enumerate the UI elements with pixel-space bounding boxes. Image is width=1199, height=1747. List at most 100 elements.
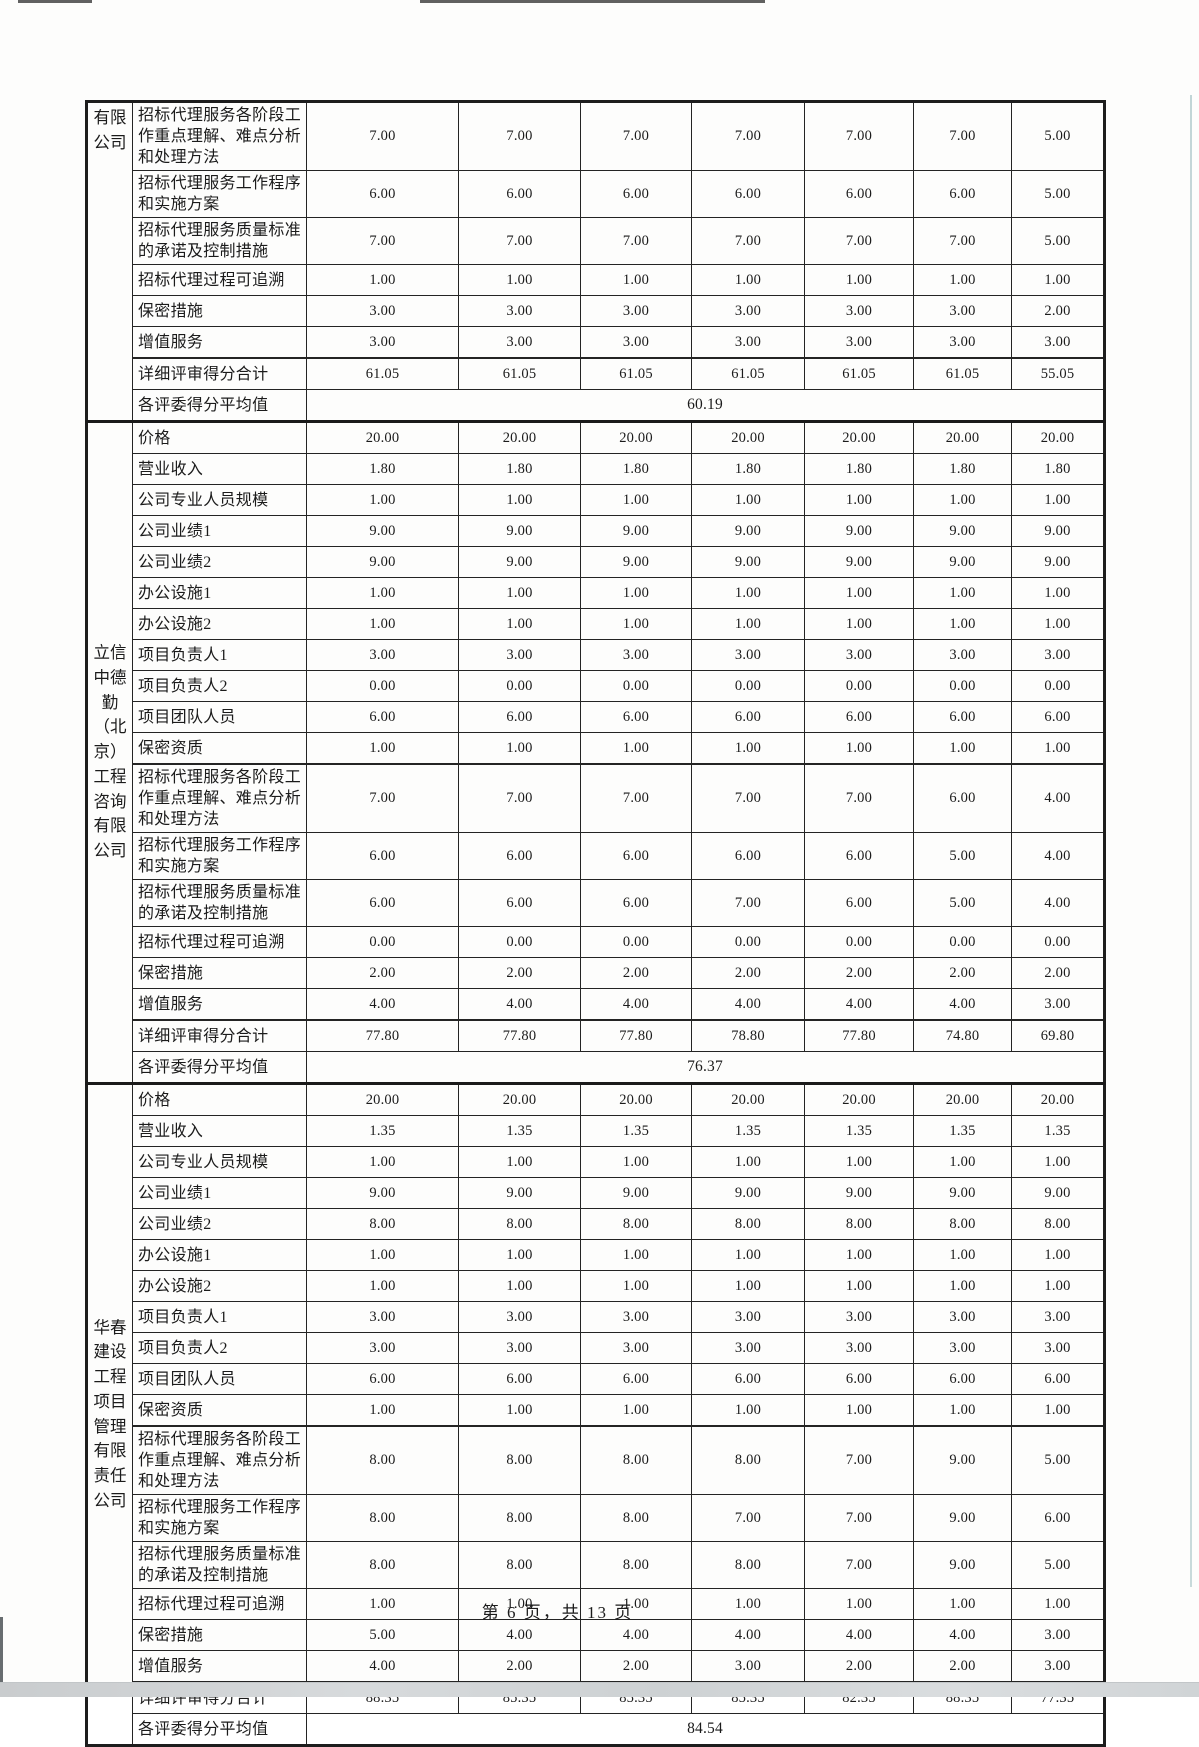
score-cell: 3.00: [692, 296, 805, 327]
score-cell: 9.00: [914, 1178, 1012, 1209]
score-cell: 7.00: [692, 764, 805, 833]
score-cell: 1.35: [307, 1116, 459, 1147]
score-cell: 1.00: [805, 733, 914, 765]
score-cell: 1.00: [805, 1271, 914, 1302]
score-cell: 7.00: [459, 102, 581, 171]
score-cell: 7.00: [692, 218, 805, 265]
criterion-label: 增值服务: [133, 989, 307, 1021]
criterion-label: 各评委得分平均值: [133, 1052, 307, 1084]
score-cell: 3.00: [1012, 1620, 1105, 1651]
score-cell: 3.00: [307, 296, 459, 327]
score-cell: 20.00: [307, 1084, 459, 1116]
score-cell: 1.00: [307, 609, 459, 640]
criterion-label: 办公设施1: [133, 1240, 307, 1271]
score-cell: 4.00: [805, 989, 914, 1021]
average-score-value: 84.54: [307, 1714, 1105, 1746]
score-cell: 6.00: [459, 702, 581, 733]
score-cell: 88.35: [307, 1682, 459, 1714]
score-cell: 7.00: [459, 218, 581, 265]
score-cell: 61.05: [692, 358, 805, 390]
score-cell: 1.35: [692, 1116, 805, 1147]
score-cell: 8.00: [581, 1495, 692, 1542]
score-cell: 8.00: [581, 1426, 692, 1495]
score-cell: 2.00: [1012, 296, 1105, 327]
score-cell: 7.00: [692, 1495, 805, 1542]
score-cell: 7.00: [581, 218, 692, 265]
score-cell: 9.00: [307, 516, 459, 547]
score-cell: 3.00: [692, 640, 805, 671]
score-cell: 1.00: [692, 485, 805, 516]
score-cell: 3.00: [459, 327, 581, 359]
score-cell: 4.00: [581, 1620, 692, 1651]
score-cell: 6.00: [692, 702, 805, 733]
score-cell: 9.00: [805, 1178, 914, 1209]
scan-artifact-left-edge: [0, 1617, 3, 1683]
score-cell: 9.00: [914, 1542, 1012, 1589]
score-cell: 6.00: [581, 1364, 692, 1395]
criterion-label: 招标代理服务工作程序和实施方案: [133, 1495, 307, 1542]
score-cell: 9.00: [1012, 516, 1105, 547]
score-cell: 8.00: [581, 1542, 692, 1589]
score-cell: 1.80: [914, 454, 1012, 485]
score-cell: 1.35: [459, 1116, 581, 1147]
score-cell: 1.00: [1012, 609, 1105, 640]
score-cell: 7.00: [805, 1426, 914, 1495]
score-cell: 0.00: [805, 927, 914, 958]
criterion-label: 办公设施1: [133, 578, 307, 609]
average-score-value: 76.37: [307, 1052, 1105, 1084]
score-cell: 4.00: [914, 989, 1012, 1021]
criterion-label: 保密措施: [133, 296, 307, 327]
score-cell: 5.00: [1012, 1426, 1105, 1495]
score-cell: 4.00: [914, 1620, 1012, 1651]
score-cell: 1.00: [914, 1395, 1012, 1427]
criterion-label: 招标代理过程可追溯: [133, 265, 307, 296]
score-cell: 9.00: [307, 547, 459, 578]
score-cell: 1.00: [805, 1395, 914, 1427]
criterion-label: 公司业绩2: [133, 1209, 307, 1240]
score-cell: 1.00: [459, 1395, 581, 1427]
score-cell: 3.00: [1012, 1333, 1105, 1364]
score-cell: 8.00: [307, 1209, 459, 1240]
score-cell: 0.00: [1012, 671, 1105, 702]
score-cell: 20.00: [1012, 422, 1105, 454]
score-cell: 20.00: [914, 422, 1012, 454]
score-cell: 5.00: [1012, 102, 1105, 171]
score-cell: 6.00: [914, 702, 1012, 733]
score-cell: 1.00: [914, 1271, 1012, 1302]
criterion-label: 保密资质: [133, 733, 307, 765]
score-cell: 82.35: [805, 1682, 914, 1714]
company-label: 有限 公司: [87, 102, 133, 422]
score-cell: 6.00: [307, 171, 459, 218]
criterion-label: 增值服务: [133, 327, 307, 359]
score-cell: 8.00: [692, 1542, 805, 1589]
score-cell: 3.00: [581, 296, 692, 327]
score-cell: 9.00: [581, 1178, 692, 1209]
score-cell: 6.00: [914, 171, 1012, 218]
criterion-label: 招标代理服务工作程序和实施方案: [133, 833, 307, 880]
score-cell: 4.00: [581, 989, 692, 1021]
score-cell: 6.00: [1012, 1495, 1105, 1542]
score-cell: 7.00: [307, 764, 459, 833]
score-cell: 8.00: [307, 1495, 459, 1542]
criterion-label: 招标代理服务质量标准的承诺及控制措施: [133, 1542, 307, 1589]
score-cell: 2.00: [581, 1651, 692, 1683]
score-cell: 7.00: [805, 1542, 914, 1589]
score-cell: 8.00: [459, 1426, 581, 1495]
score-cell: 8.00: [692, 1209, 805, 1240]
score-cell: 5.00: [1012, 218, 1105, 265]
score-cell: 1.00: [459, 485, 581, 516]
score-cell: 3.00: [914, 640, 1012, 671]
score-cell: 6.00: [1012, 702, 1105, 733]
score-cell: 61.05: [581, 358, 692, 390]
score-cell: 6.00: [914, 1364, 1012, 1395]
criterion-label: 公司业绩1: [133, 516, 307, 547]
criterion-label: 项目团队人员: [133, 1364, 307, 1395]
score-cell: 3.00: [692, 1651, 805, 1683]
score-cell: 9.00: [914, 547, 1012, 578]
score-cell: 1.00: [581, 485, 692, 516]
score-cell: 3.00: [805, 640, 914, 671]
score-cell: 20.00: [692, 1084, 805, 1116]
score-cell: 6.00: [914, 764, 1012, 833]
